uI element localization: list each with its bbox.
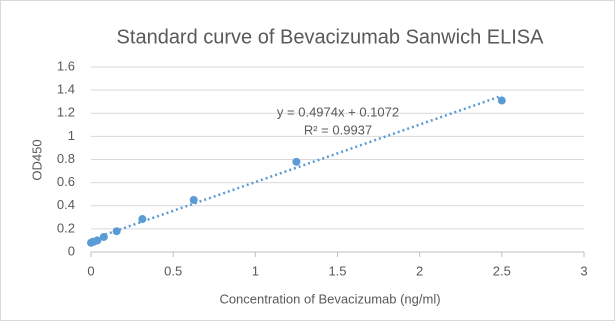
- trendline-r-squared: R² = 0.9937: [304, 122, 372, 137]
- x-tick-label: 0.5: [164, 263, 182, 278]
- y-tick-label: 0.4: [57, 197, 75, 212]
- y-tick-label: 0.2: [57, 220, 75, 235]
- y-tick-label: 0: [68, 243, 75, 258]
- chart-title: Standard curve of Bevacizumab Sanwich EL…: [117, 26, 545, 48]
- x-tick-label: 1: [252, 263, 259, 278]
- y-axis-label: OD450: [29, 139, 44, 180]
- y-tick-label: 0.8: [57, 151, 75, 166]
- y-tick-label: 1.4: [57, 82, 75, 97]
- x-tick-label: 0: [87, 263, 94, 278]
- y-tick-label: 1.2: [57, 105, 75, 120]
- trendline-equation: y = 0.4974x + 0.1072: [277, 104, 399, 119]
- data-point: [99, 232, 108, 241]
- data-point: [93, 236, 102, 245]
- y-tick-label: 0.6: [57, 174, 75, 189]
- x-axis-label: Concentration of Bevacizumab (ng/ml): [219, 291, 440, 306]
- x-tick-label: 2.5: [493, 263, 511, 278]
- y-tick-label: 1.6: [57, 58, 75, 73]
- x-tick-label: 2: [416, 263, 423, 278]
- data-point: [112, 227, 121, 236]
- data-point: [189, 195, 198, 204]
- x-tick-label: 1.5: [328, 263, 346, 278]
- x-tick-label: 3: [580, 263, 587, 278]
- data-point: [138, 215, 147, 224]
- data-point: [497, 96, 506, 105]
- y-tick-label: 1: [68, 128, 75, 143]
- data-point: [292, 157, 301, 166]
